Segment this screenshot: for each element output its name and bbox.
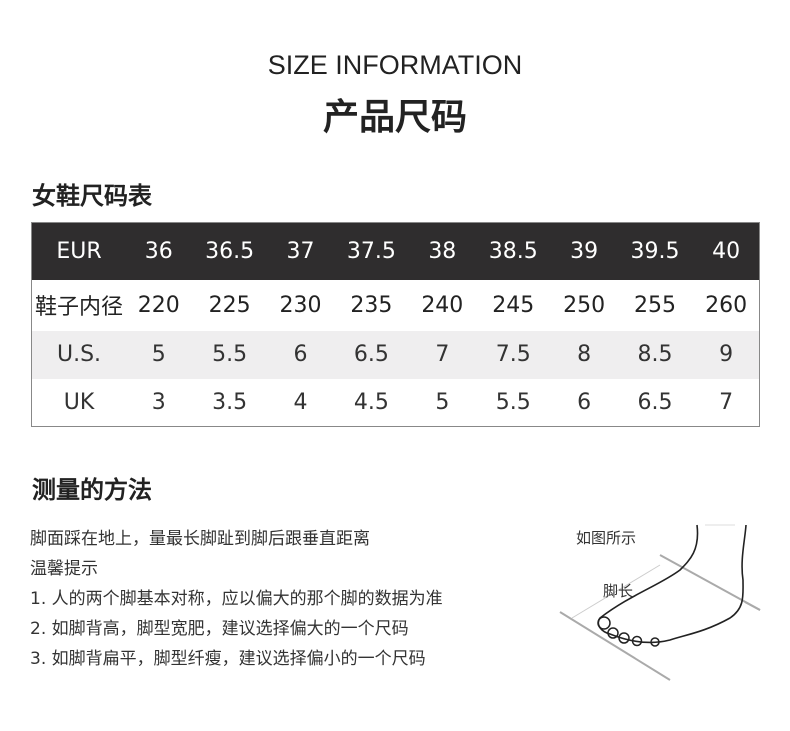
size-cell: 6	[577, 389, 592, 415]
size-cell: 5.5	[495, 389, 531, 415]
instruction-line: 脚面踩在地上，量最长脚趾到脚后跟垂直距离	[30, 529, 370, 549]
row-label: UK	[63, 389, 95, 415]
size-cell: 5	[435, 389, 450, 415]
tip-1: 1. 人的两个脚基本对称，应以偏大的那个脚的数据为准	[30, 589, 443, 609]
size-cell: 230	[279, 292, 322, 318]
size-cell: 4.5	[353, 389, 389, 415]
size-cell: 5.5	[212, 342, 248, 367]
size-table: EUR 36 36.5 37 37.5 38 38.5 39 39.5 40 鞋子内径 220 225 2…	[31, 222, 760, 427]
size-cell: 220	[137, 292, 180, 318]
tip-3: 3. 如脚背扁平，脚型纤瘦，建议选择偏小的一个尺码	[30, 649, 426, 669]
size-cell: 3.5	[212, 389, 248, 415]
size-cell: 4	[293, 389, 308, 415]
title-cn: 产品尺码	[322, 97, 467, 138]
table-row: EUR 36 36.5 37 37.5 38 38.5 39 39.5 40	[31, 222, 760, 280]
size-cell: 37	[286, 238, 315, 264]
size-cell: 37.5	[346, 238, 396, 264]
size-cell: 9	[719, 342, 734, 367]
row-label: EUR	[56, 238, 102, 264]
row-label: U.S.	[56, 342, 102, 367]
tip-2: 2. 如脚背高，脚型宽肥，建议选择偏大的一个尺码	[30, 619, 409, 639]
size-cell: 3	[151, 389, 166, 415]
size-cell: 8.5	[637, 342, 673, 367]
size-cell: 6.5	[353, 342, 389, 367]
size-cell: 245	[492, 292, 535, 318]
size-cell: 7	[435, 342, 450, 367]
size-cell: 39	[570, 238, 599, 264]
size-cell: 240	[421, 292, 464, 318]
row-label: 鞋子内径	[34, 295, 123, 320]
size-cell: 7.5	[495, 342, 531, 367]
size-cell: 39.5	[630, 238, 680, 264]
foot-length-label: 脚长	[603, 582, 634, 600]
tips-label: 温馨提示	[30, 559, 98, 579]
size-cell: 8	[577, 342, 592, 367]
size-cell: 5	[151, 342, 166, 367]
size-cell: 250	[563, 292, 606, 318]
size-cell: 36	[144, 238, 173, 264]
table-row: UK 3 3.5 4 4.5 5 5.5 6 6.5 7	[31, 378, 760, 427]
size-cell: 225	[208, 292, 251, 318]
size-cell: 38	[428, 238, 457, 264]
size-cell: 255	[634, 292, 677, 318]
title-en: SIZE INFORMATION	[267, 50, 523, 80]
table-heading: 女鞋尺码表	[32, 182, 152, 210]
size-cell: 260	[705, 292, 748, 318]
size-cell: 36.5	[205, 238, 255, 264]
figure-caption: 如图所示	[576, 529, 637, 547]
size-cell: 6	[293, 342, 308, 367]
table-row: U.S. 5 5.5 6 6.5 7 7.5 8 8.5 9	[31, 330, 760, 379]
size-cell: 6.5	[637, 389, 673, 415]
size-cell: 38.5	[488, 238, 538, 264]
measure-heading: 测量的方法	[32, 476, 152, 504]
table-row: 鞋子内径 220 225 230 235 240 245 250 255 260	[31, 279, 760, 331]
foot-icon	[559, 524, 761, 681]
size-cell: 7	[719, 389, 734, 415]
size-cell: 40	[712, 238, 741, 264]
size-cell: 235	[350, 292, 393, 318]
